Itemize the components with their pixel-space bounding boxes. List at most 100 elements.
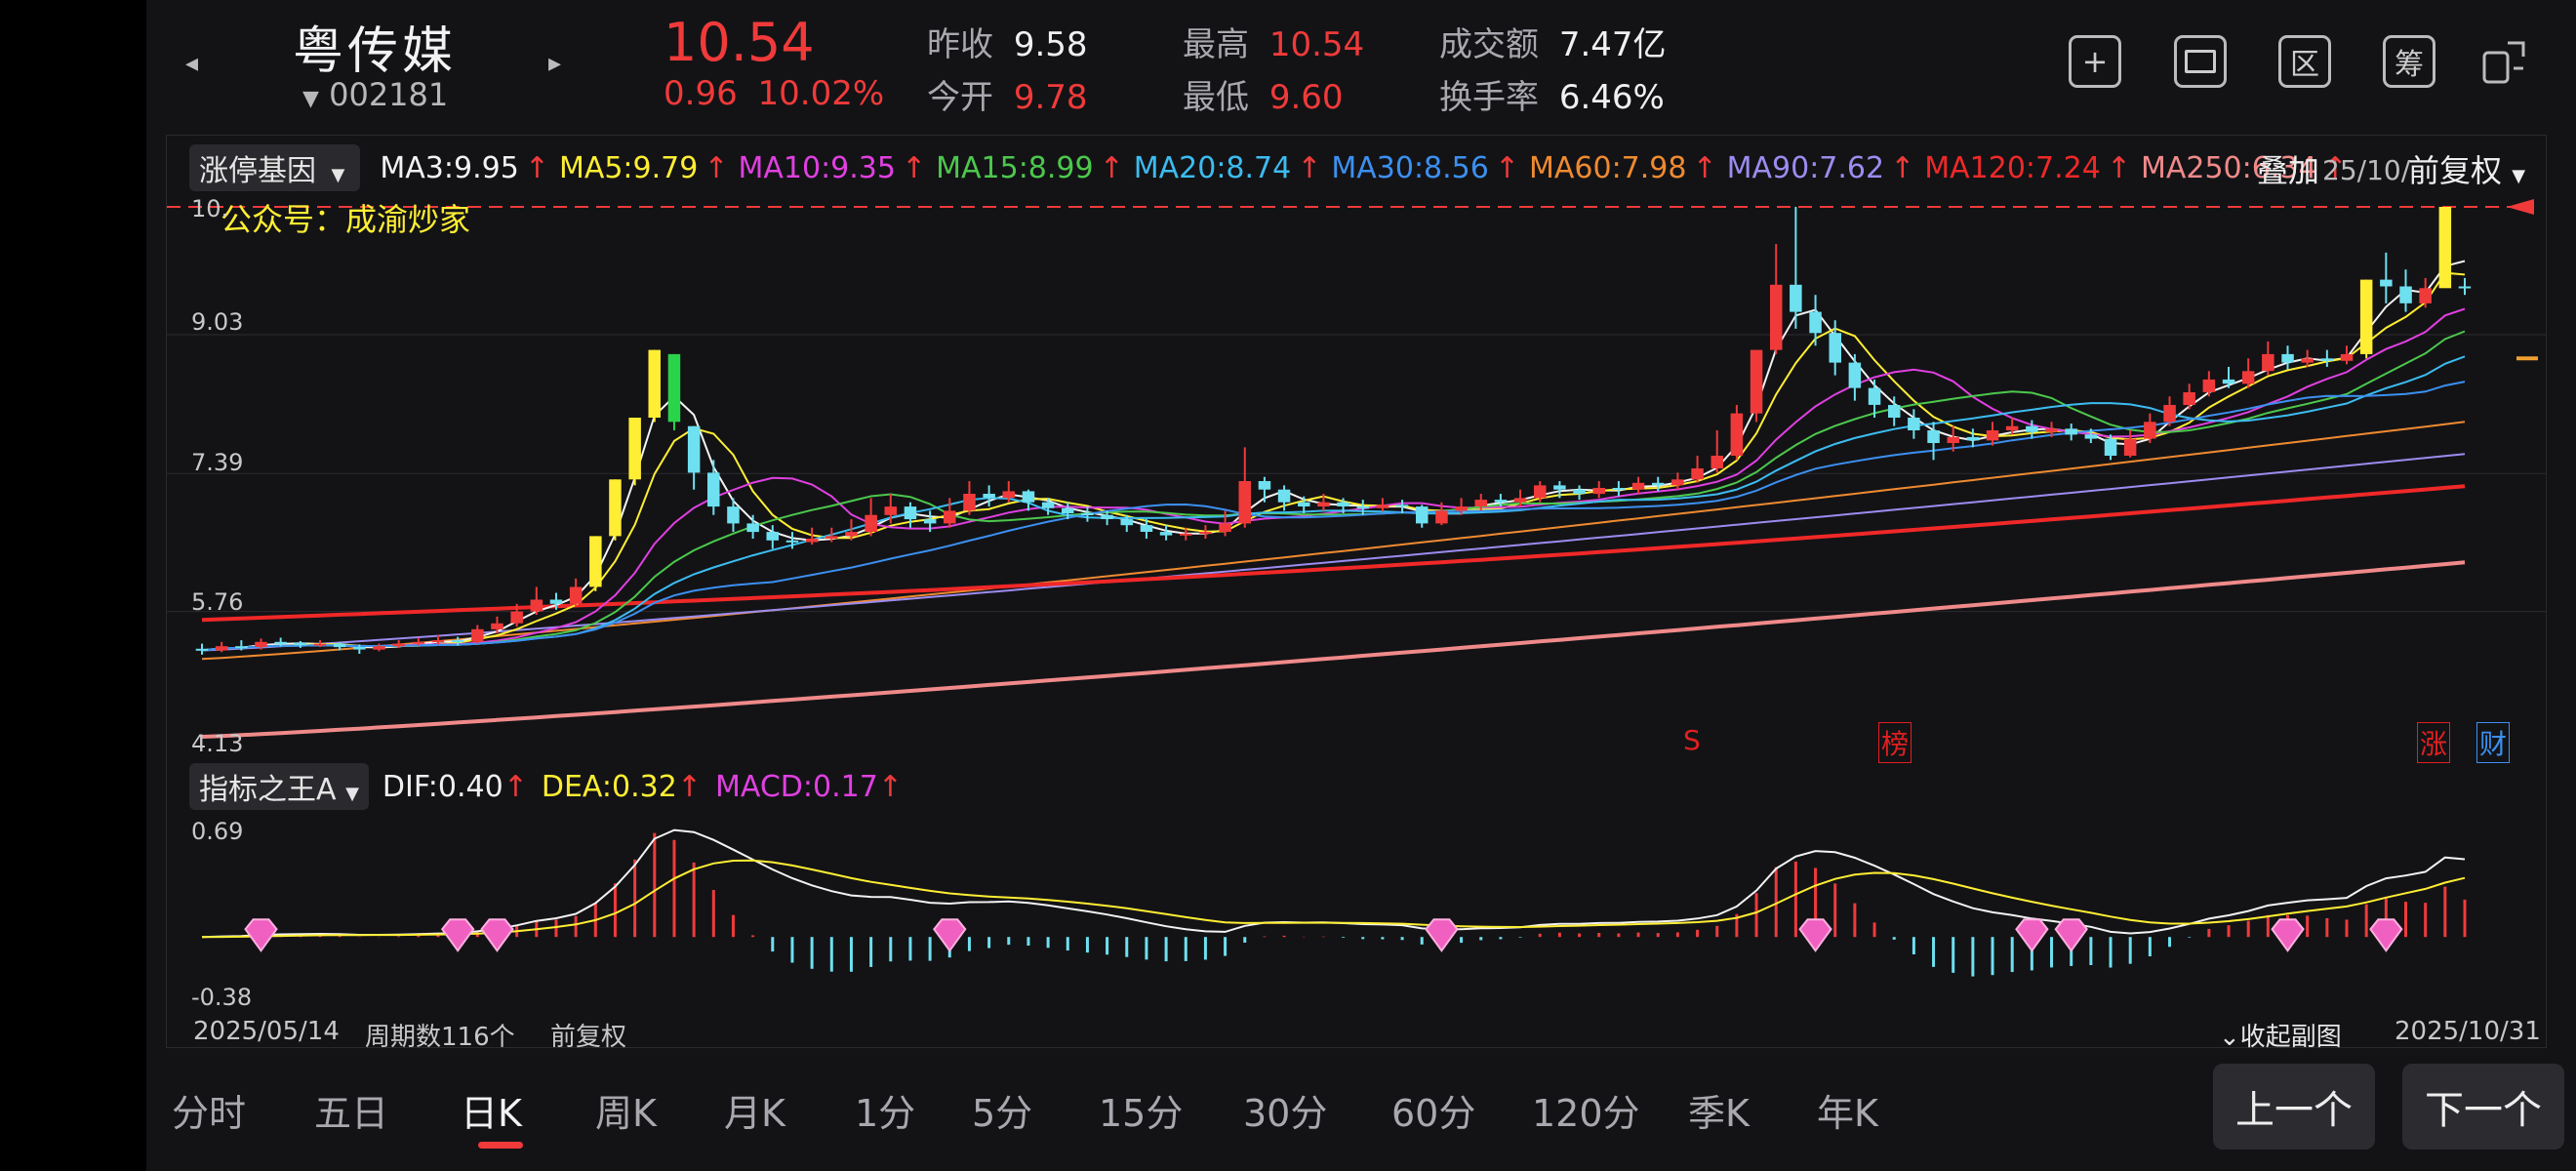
stock-code-row[interactable]: ▼ 002181 [302, 76, 448, 113]
tab-五日[interactable]: 五日 [314, 1092, 389, 1135]
ma-legend-item: MA3:9.95 [380, 150, 519, 185]
tab-周K[interactable]: 周K [595, 1092, 657, 1135]
dif-line [201, 828, 2466, 939]
tab-120分[interactable]: 120分 [1532, 1092, 1640, 1135]
indicator-selector-label: 涨停基因 [199, 154, 316, 188]
marker-list[interactable]: 榜 [1878, 722, 1912, 763]
candle-body [1120, 519, 1133, 526]
adjust-selector[interactable]: 前复权 ▼ [2408, 146, 2525, 191]
candle-body [1809, 311, 1822, 334]
switch-icon[interactable] [2478, 35, 2531, 88]
candle-body [2419, 288, 2432, 303]
candle-body [785, 540, 799, 543]
candle-body [865, 514, 877, 532]
macd-value: MACD:0.17 [714, 769, 878, 804]
candle-body [2144, 422, 2156, 439]
marker-limit[interactable]: 涨 [2417, 722, 2451, 763]
tab-1分[interactable]: 1分 [855, 1092, 916, 1135]
tab-60分[interactable]: 60分 [1391, 1092, 1476, 1135]
candle-body [1908, 418, 1920, 430]
turnover-label: 成交额 [1439, 25, 1539, 64]
price-axis-top: 10. [191, 195, 229, 222]
prev-close: 昨收 9.58 [927, 18, 1088, 65]
candle-body [805, 539, 819, 543]
candle-body [1868, 387, 1881, 405]
open-label: 今开 [927, 78, 993, 117]
tab-15分[interactable]: 15分 [1099, 1092, 1184, 1135]
candle-body [1947, 436, 1959, 443]
ma-items: MA3:9.95 ↑ MA5:9.79 ↑ MA10:9.35 ↑ MA15:8.99 ↑ MA… [366, 151, 2353, 185]
turnover: 成交额 7.47亿 [1439, 18, 1667, 65]
candle-body [1298, 502, 1310, 506]
candle-body [2104, 438, 2117, 456]
prev-button[interactable]: 上一个 [2213, 1064, 2375, 1150]
candle-body [1573, 489, 1586, 494]
macd-selector-label: 指标之王A [199, 773, 337, 807]
up-arrow-icon: ↑ [503, 769, 528, 804]
up-arrow-icon: ↑ [704, 150, 729, 185]
low-value: 9.60 [1268, 78, 1344, 117]
candle-body [1416, 506, 1429, 524]
candle-body [1770, 284, 1783, 350]
caret-down-icon: ▼ [331, 165, 345, 185]
collapse-label: 收起副图 [2239, 1023, 2342, 1052]
up-arrow-icon: ↑ [1099, 150, 1124, 185]
candlestick-chart[interactable] [167, 195, 2546, 759]
stock-code: 002181 [329, 76, 449, 113]
overlay-button[interactable]: 叠加 [2257, 146, 2319, 191]
candle-body [373, 646, 385, 650]
open-value: 9.78 [1013, 78, 1088, 117]
region-icon[interactable]: 区 [2278, 35, 2331, 88]
chip-icon[interactable]: 筹 [2383, 35, 2435, 88]
candle-body [1199, 532, 1212, 535]
layout-icon[interactable] [2174, 35, 2227, 88]
ma-legend: 涨停基因 ▼ MA3:9.95 ↑ MA5:9.79 ↑ MA10:9.35 ↑ MA15:… [189, 143, 2359, 192]
collapse-subchart[interactable]: ⌄收起副图 [2219, 1017, 2342, 1053]
caret-down-icon: ▼ [345, 784, 359, 804]
ma60-line [201, 421, 2466, 661]
current-price: 10.54 [664, 12, 815, 73]
tab-季K[interactable]: 季K [1688, 1092, 1750, 1135]
candle-body [766, 532, 779, 541]
candle-body [687, 425, 701, 473]
next-stock-arrow[interactable]: ▸ [548, 49, 562, 78]
candle-body [530, 599, 543, 612]
tab-年K[interactable]: 年K [1817, 1092, 1878, 1135]
tab-日K[interactable]: 日K [461, 1092, 522, 1135]
dea-line [201, 859, 2466, 939]
tab-30分[interactable]: 30分 [1243, 1092, 1328, 1135]
marker-fin[interactable]: 财 [2476, 722, 2511, 763]
plus-square-icon[interactable]: + [2069, 35, 2121, 88]
candle-body [667, 353, 681, 423]
candle-body [2005, 425, 2019, 430]
candle-body [2340, 353, 2354, 361]
dea-value: DEA:0.32 [541, 769, 677, 804]
ma-legend-item: MA15:8.99 [936, 150, 1094, 185]
ma-legend-item: MA5:9.79 [558, 150, 699, 185]
caret-down-icon: ▼ [302, 87, 319, 111]
signal-gem-icon [2369, 918, 2403, 952]
candle-body [1219, 523, 1231, 533]
candle-body [255, 641, 267, 647]
candle-body [1691, 468, 1704, 480]
indicator-selector[interactable]: 涨停基因 ▼ [189, 144, 361, 191]
prev-stock-arrow[interactable]: ◂ [185, 49, 199, 78]
next-button[interactable]: 下一个 [2402, 1064, 2564, 1150]
prev-close-value: 9.58 [1013, 25, 1088, 64]
date-fragment: 25/10/ [2322, 154, 2411, 186]
candle-body [2399, 286, 2412, 303]
macd-chart[interactable] [167, 810, 2546, 1015]
marker-s[interactable]: S [1683, 724, 1701, 756]
tab-分时[interactable]: 分时 [172, 1092, 247, 1135]
watermark: 公众号：成渝炒家 [221, 201, 471, 238]
candle-body [1455, 506, 1468, 511]
ma10-line [201, 307, 2466, 652]
candle-body [944, 510, 956, 524]
candle-body [2163, 405, 2176, 423]
candle-body [333, 643, 346, 648]
tab-5分[interactable]: 5分 [972, 1092, 1033, 1135]
tab-月K[interactable]: 月K [724, 1092, 785, 1135]
macd-selector[interactable]: 指标之王A ▼ [189, 763, 369, 810]
candle-body [1534, 485, 1547, 499]
signal-gem-icon [2015, 918, 2049, 952]
